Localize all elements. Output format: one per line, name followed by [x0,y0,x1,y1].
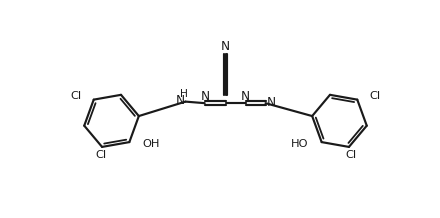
Text: N: N [176,94,185,107]
Text: Cl: Cl [95,150,106,160]
Text: N: N [221,40,230,53]
Text: H: H [180,89,188,99]
Text: OH: OH [143,139,160,149]
Text: Cl: Cl [70,91,81,101]
Text: N: N [201,90,210,103]
Text: Cl: Cl [345,150,356,160]
Text: N: N [241,90,250,103]
Text: HO: HO [291,139,308,149]
Text: Cl: Cl [370,91,381,101]
Text: N: N [267,96,276,109]
